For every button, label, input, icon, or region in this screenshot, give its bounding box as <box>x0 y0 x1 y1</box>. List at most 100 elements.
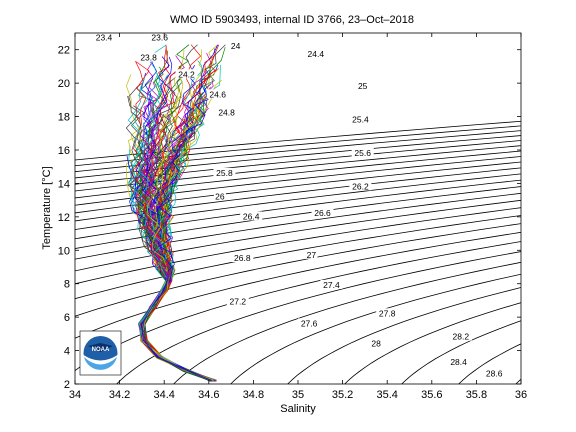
contour-label-bg <box>351 147 374 157</box>
contour-label: 27.2 <box>230 297 247 307</box>
density-contour <box>75 186 521 249</box>
contour-label: 24.2 <box>178 69 195 79</box>
contour-label: 26.6 <box>314 208 331 218</box>
noaa-logo: NOAA <box>79 330 122 376</box>
y-tick-label: 6 <box>64 312 70 324</box>
profile-line <box>138 83 216 381</box>
profile-lines <box>125 44 226 382</box>
y-tick-label: 2 <box>64 379 70 391</box>
y-tick-label: 4 <box>64 346 70 358</box>
contour-label-bg <box>206 89 229 99</box>
y-tick-label: 14 <box>58 178 70 190</box>
noaa-logo-text: NOAA <box>92 347 110 353</box>
contour-label: 25.8 <box>216 168 233 178</box>
contour-label-bg <box>320 279 343 289</box>
contour-label: 24 <box>231 41 241 51</box>
density-contour <box>173 261 521 384</box>
x-tick-label: 35.8 <box>466 389 487 401</box>
contour-label: 24.6 <box>209 89 226 99</box>
contour-label: 27.4 <box>323 280 340 290</box>
contour-label: 26 <box>215 191 225 201</box>
contour-label-bg <box>213 167 236 177</box>
y-tick-label: 10 <box>58 245 70 257</box>
contour-label: 27.8 <box>379 308 396 318</box>
density-contour <box>75 207 521 285</box>
contour-label: 25.4 <box>352 114 369 124</box>
profile-line <box>140 55 217 381</box>
x-tick-label: 34.6 <box>198 389 219 401</box>
contour-label-bg <box>449 331 472 341</box>
x-tick-label: 34.2 <box>109 389 130 401</box>
x-tick-label: 34 <box>69 389 81 401</box>
contour-labels: 23.2 23.4 23.6 23.8 24 24.2 24.4 24.6 24.8 25 25.4… <box>69 23 506 379</box>
contour-label-bg <box>304 49 327 59</box>
contour-label: 26.4 <box>243 211 260 221</box>
density-contour <box>344 302 521 384</box>
x-tick-label: 35.2 <box>332 389 353 401</box>
contour-label-bg <box>483 368 506 378</box>
contour-label: 28.2 <box>453 332 470 342</box>
contour-label-bg <box>240 211 263 221</box>
y-axis-label: Temperature [°C] <box>41 166 53 249</box>
contour-label: 24.8 <box>218 108 235 118</box>
chart-title: WMO ID 5903493, internal ID 3766, 23–Oct… <box>170 14 414 26</box>
x-tick-label: 34.4 <box>153 389 174 401</box>
x-axis: 34 34.2 34.4 34.6 34.8 35 35.2 35.4 35.6 35.8 36 <box>69 33 527 401</box>
contour-label: 23.6 <box>151 33 168 43</box>
x-tick-label: 35.4 <box>376 389 397 401</box>
y-tick-label: 20 <box>58 78 70 90</box>
contour-label: 27 <box>307 250 317 260</box>
density-contour <box>75 173 521 230</box>
contour-label-bg <box>298 318 321 328</box>
contour-label: 26.8 <box>234 253 251 263</box>
y-tick-label: 8 <box>64 279 70 291</box>
contour-label: 25 <box>358 81 368 91</box>
density-contour <box>75 192 521 260</box>
contour-label-bg <box>447 356 470 366</box>
contour-label-bg <box>229 40 242 50</box>
x-tick-label: 36 <box>515 389 527 401</box>
contour-label-bg <box>370 338 383 348</box>
profile-line <box>128 85 211 382</box>
density-contour <box>230 273 521 384</box>
profile-line <box>135 169 212 382</box>
contour-label: 28.4 <box>450 357 467 367</box>
contour-label-bg <box>376 308 399 318</box>
contour-label: 28 <box>371 338 381 348</box>
contour-label-bg <box>213 191 226 201</box>
contour-label: 24.4 <box>308 49 325 59</box>
y-axis: 2 4 6 8 10 12 14 16 18 20 22 <box>58 45 521 391</box>
density-contour <box>75 199 521 272</box>
contour-label-bg <box>175 69 198 79</box>
x-axis-label: Salinity <box>280 403 316 415</box>
x-tick-label: 35.6 <box>421 389 442 401</box>
contour-label: 28.6 <box>486 369 503 379</box>
contour-label-bg <box>226 296 249 306</box>
density-contour <box>287 287 521 384</box>
y-tick-label: 12 <box>58 212 70 224</box>
contour-label-bg <box>215 107 238 117</box>
contour-label-bg <box>137 52 160 62</box>
density-contour <box>116 251 521 384</box>
density-contour <box>401 320 521 384</box>
y-tick-label: 18 <box>58 112 70 124</box>
contour-label-bg <box>231 253 254 263</box>
contour-label-bg <box>93 33 115 42</box>
contour-label-bg <box>356 81 369 90</box>
contour-label-bg <box>311 208 334 217</box>
contour-label-bg <box>349 114 372 124</box>
density-contour <box>75 161 521 214</box>
x-tick-label: 34.8 <box>243 389 264 401</box>
x-tick-label: 35 <box>292 389 304 401</box>
contour-label-bg <box>305 249 318 259</box>
contour-label: 26.2 <box>352 181 369 191</box>
contour-label: 27.6 <box>301 318 318 328</box>
contour-label: 23.8 <box>140 53 157 63</box>
contour-label-bg <box>69 23 91 32</box>
profile-line <box>141 83 212 381</box>
contour-label-bg <box>148 33 171 42</box>
y-tick-label: 22 <box>58 45 70 57</box>
contour-label: 23.2 <box>71 23 88 33</box>
density-contour <box>75 241 521 372</box>
